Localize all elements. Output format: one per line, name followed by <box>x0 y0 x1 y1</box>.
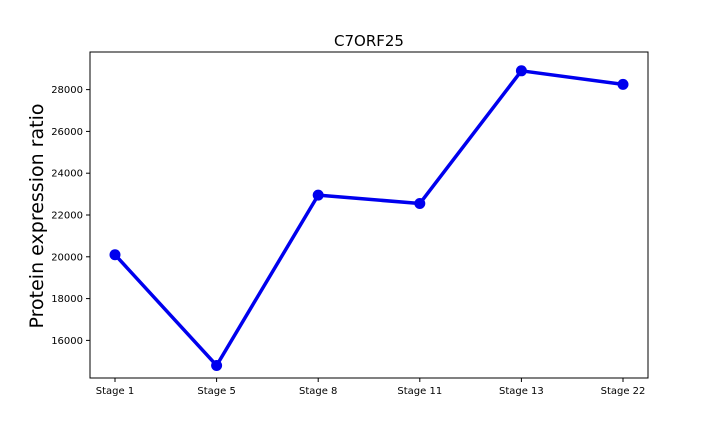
y-axis-label: Protein expression ratio <box>26 104 48 329</box>
y-tick-label: 28000 <box>51 85 83 96</box>
x-tick-label: Stage 5 <box>197 386 235 397</box>
x-axis: Stage 1 Stage 5 Stage 8 Stage 11 Stage 13 Sta… <box>96 378 646 397</box>
data-point <box>211 359 223 371</box>
plot-frame <box>89 51 649 379</box>
data-point <box>617 78 629 90</box>
data-point <box>312 189 324 201</box>
y-tick-label: 16000 <box>51 336 83 347</box>
data-point <box>109 249 121 261</box>
x-tick-label: Stage 1 <box>96 386 134 397</box>
y-tick-label: 24000 <box>51 169 83 180</box>
y-tick-label: 20000 <box>51 252 83 263</box>
y-tick-label: 22000 <box>51 211 83 222</box>
x-tick-label: Stage 11 <box>397 386 442 397</box>
y-tick-label: 26000 <box>51 127 83 138</box>
data-point <box>515 65 527 77</box>
x-tick-label: Stage 13 <box>499 386 544 397</box>
x-tick-label: Stage 8 <box>299 386 337 397</box>
y-axis: 16000 18000 20000 22000 24000 26000 28000 <box>51 85 90 347</box>
series-layer <box>109 65 629 371</box>
x-tick-label: Stage 22 <box>601 386 646 397</box>
series-line <box>113 69 624 368</box>
data-point <box>414 198 426 210</box>
y-tick-label: 18000 <box>51 294 83 305</box>
chart-title: C7ORF25 <box>334 32 404 50</box>
